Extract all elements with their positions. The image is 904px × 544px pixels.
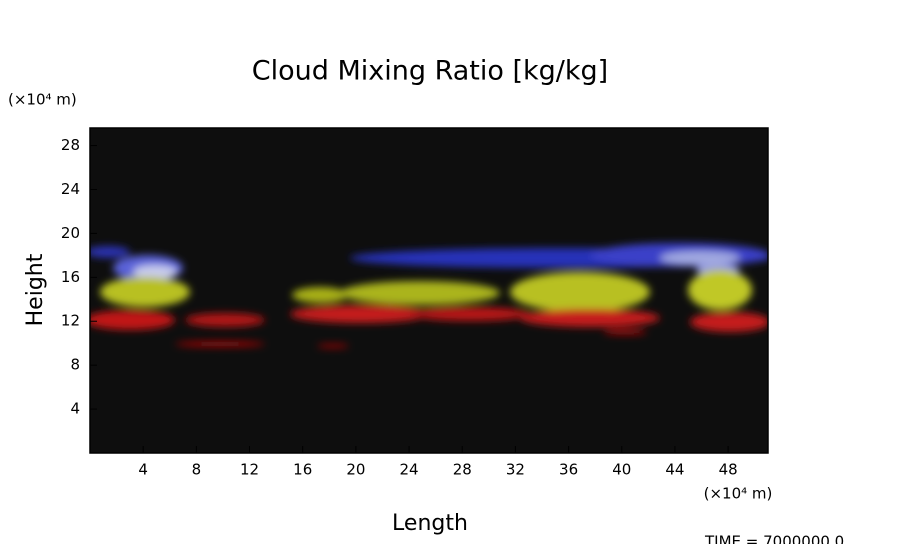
y-tick-label: 16 bbox=[61, 268, 80, 286]
x-tick-label: 20 bbox=[346, 461, 365, 479]
y-tick-label: 4 bbox=[70, 400, 80, 418]
x-tick-label: 8 bbox=[192, 461, 202, 479]
x-tick-label: 4 bbox=[138, 461, 148, 479]
y-tick-label: 12 bbox=[61, 312, 80, 330]
x-tick-label: 32 bbox=[506, 461, 525, 479]
x-tick-label: 40 bbox=[612, 461, 631, 479]
x-tick-label: 16 bbox=[293, 461, 312, 479]
x-tick-label: 48 bbox=[719, 461, 738, 479]
x-tick-label: 24 bbox=[400, 461, 419, 479]
annotation: TIME = 7000000.0 bbox=[704, 533, 844, 544]
y-unit: (×10⁴ m) bbox=[8, 91, 77, 109]
x-tick-label: 28 bbox=[453, 461, 472, 479]
x-tick-label: 44 bbox=[665, 461, 684, 479]
x-tick-label: 36 bbox=[559, 461, 578, 479]
y-tick-label: 24 bbox=[61, 180, 80, 198]
y-axis-label: Height bbox=[23, 253, 48, 326]
chart-title: Cloud Mixing Ratio [kg/kg] bbox=[252, 56, 608, 87]
x-unit: (×10⁴ m) bbox=[704, 485, 773, 503]
cloud-field bbox=[90, 243, 768, 348]
y-tick-label: 8 bbox=[70, 356, 80, 374]
y-tick-label: 20 bbox=[61, 224, 80, 242]
y-tick-label: 28 bbox=[61, 136, 80, 154]
plot-frame bbox=[89, 127, 769, 454]
x-tick-label: 12 bbox=[240, 461, 259, 479]
x-axis-label: Length bbox=[392, 511, 468, 536]
